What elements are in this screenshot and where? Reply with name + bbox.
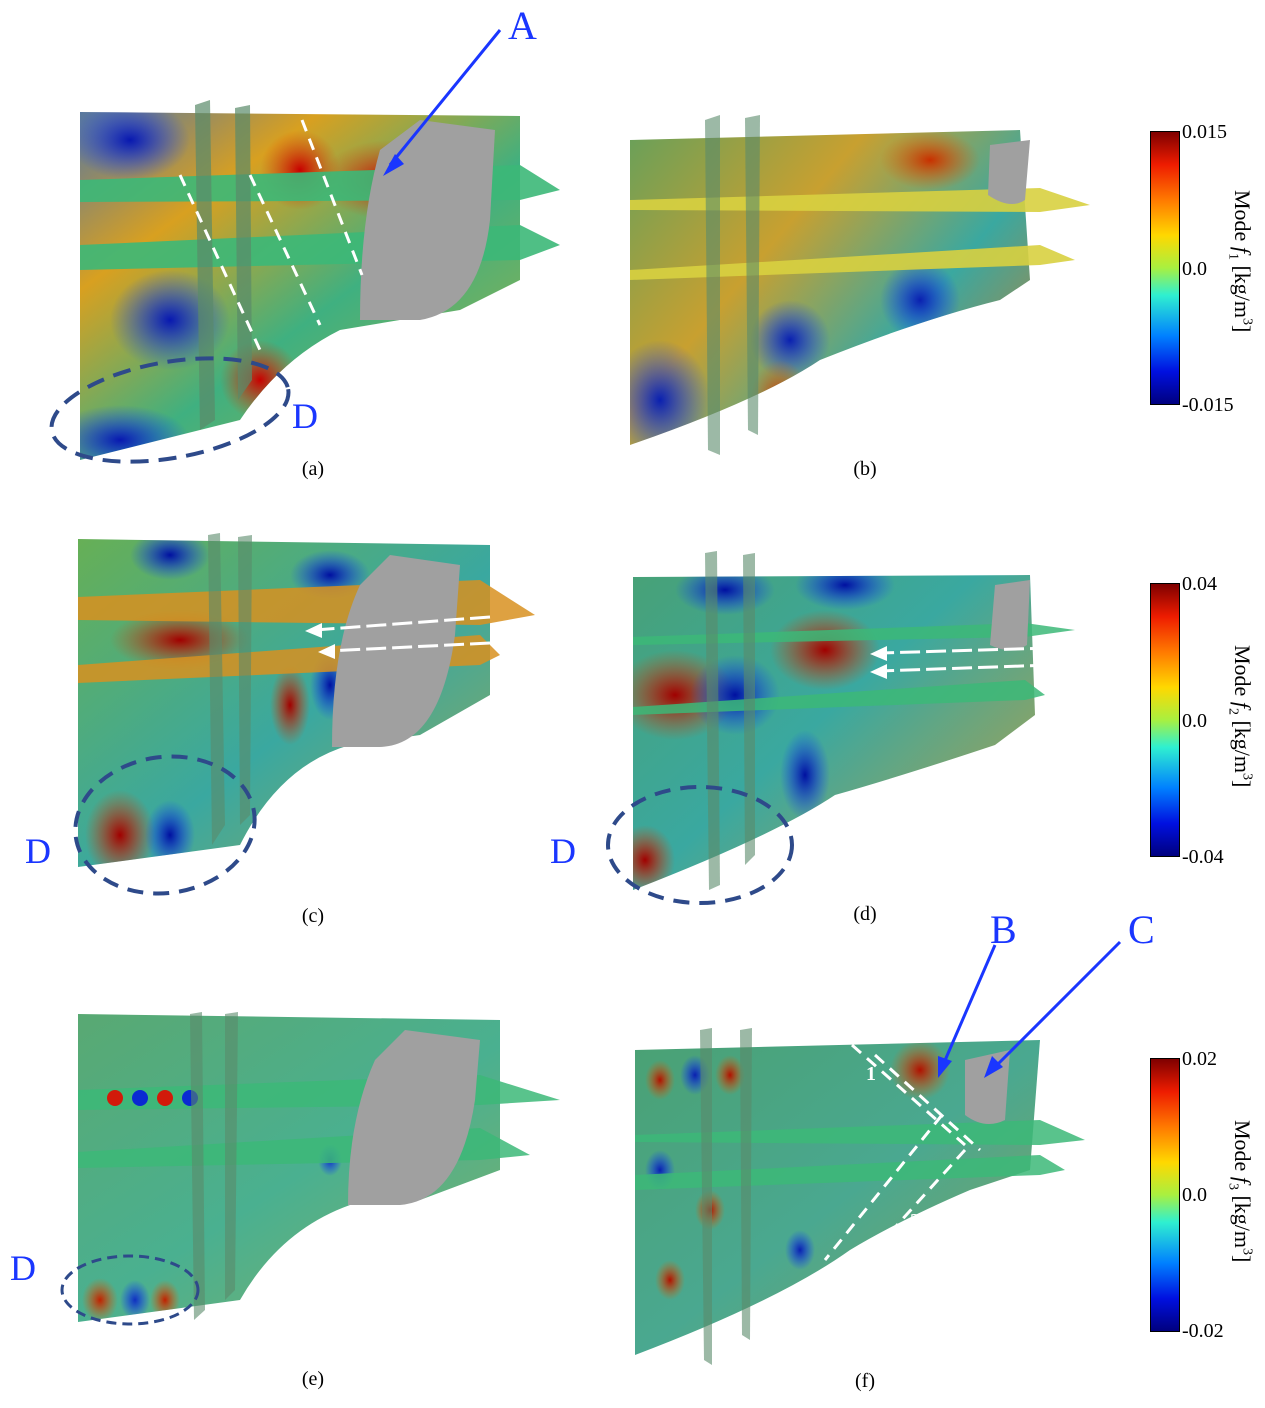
mode-f3-field-e	[60, 1012, 560, 1326]
callout-D-a: D	[292, 396, 318, 436]
mode-f1-field-b	[630, 115, 1090, 455]
panel-c	[60, 525, 550, 910]
colorbar-f1-title-suffix: ]	[1230, 325, 1255, 333]
colorbar-f1	[1150, 131, 1180, 405]
panel-a	[40, 20, 580, 470]
callout-B: B	[990, 907, 1017, 952]
colorbar-f2-title-suffix: ]	[1230, 780, 1255, 788]
colorbar-f3-min: -0.02	[1182, 1320, 1224, 1342]
panel-b	[620, 100, 1120, 460]
mode-f2-field-d	[606, 551, 1075, 905]
colorbar-f3-title-prefix: Mode	[1230, 1120, 1255, 1177]
colorbar-f1-title-prefix: Mode	[1230, 190, 1255, 247]
colorbar-f2-title-sup: 3	[1239, 773, 1255, 781]
panel-label-a: (a)	[301, 458, 325, 480]
colorbar-f2-mid: 0.0	[1182, 710, 1207, 732]
colorbar-f3-mid: 0.0	[1182, 1184, 1207, 1206]
colorbar-f3-title-unit: [kg/m	[1230, 1189, 1255, 1249]
colorbar-f2-title-prefix: Mode	[1230, 645, 1255, 702]
callout-A: A	[508, 3, 537, 48]
callout-D-c: D	[25, 831, 51, 871]
colorbar-f2	[1150, 583, 1180, 857]
colorbar-f1-title-unit: [kg/m	[1230, 259, 1255, 319]
callout-D-e: D	[10, 1248, 36, 1288]
panel-label-e: (e)	[301, 1368, 325, 1390]
mode-f3-field-f	[635, 1028, 1085, 1365]
colorbar-f3-title: Mode f3 [kg/m3]	[1225, 1120, 1255, 1262]
colorbar-f2-title-sub: 2	[1225, 707, 1241, 715]
panel-f	[620, 1010, 1090, 1370]
panel-d	[605, 545, 1100, 910]
colorbar-f3-max: 0.02	[1182, 1048, 1217, 1070]
colorbar-f2-min: -0.04	[1182, 846, 1224, 868]
colorbar-f1-mid: 0.0	[1182, 258, 1207, 280]
colorbar-f1-title-sup: 3	[1239, 318, 1255, 326]
colorbar-f2-title-unit: [kg/m	[1230, 714, 1255, 774]
callout-arrows-bc	[938, 940, 1122, 1078]
mode-f1-field-a	[49, 29, 560, 464]
colorbar-f1-min: -0.015	[1182, 394, 1234, 416]
colorbar-f3	[1150, 1058, 1180, 1332]
colorbar-f2-title: Mode f2 [kg/m3]	[1225, 645, 1255, 787]
line-marker-2: 2	[910, 1210, 920, 1232]
colorbar-f3-title-sub: 3	[1225, 1182, 1241, 1190]
panel-label-b: (b)	[853, 458, 877, 480]
mode-f2-field-c	[73, 533, 535, 896]
callout-C: C	[1128, 907, 1155, 952]
colorbar-f1-max: 0.015	[1182, 121, 1227, 143]
panel-label-f: (f)	[855, 1370, 875, 1392]
panel-label-c: (c)	[301, 905, 325, 927]
colorbar-f1-title-sub: 1	[1225, 252, 1241, 260]
colorbar-f1-title: Mode f1 [kg/m3]	[1225, 190, 1255, 332]
colorbar-f2-max: 0.04	[1182, 573, 1217, 595]
panel-e	[60, 1000, 570, 1330]
colorbar-f3-title-suffix: ]	[1230, 1255, 1255, 1263]
panel-label-d: (d)	[853, 903, 877, 925]
line-marker-1: 1	[866, 1063, 876, 1085]
callout-D-d: D	[550, 831, 576, 871]
colorbar-f3-title-sup: 3	[1239, 1248, 1255, 1256]
